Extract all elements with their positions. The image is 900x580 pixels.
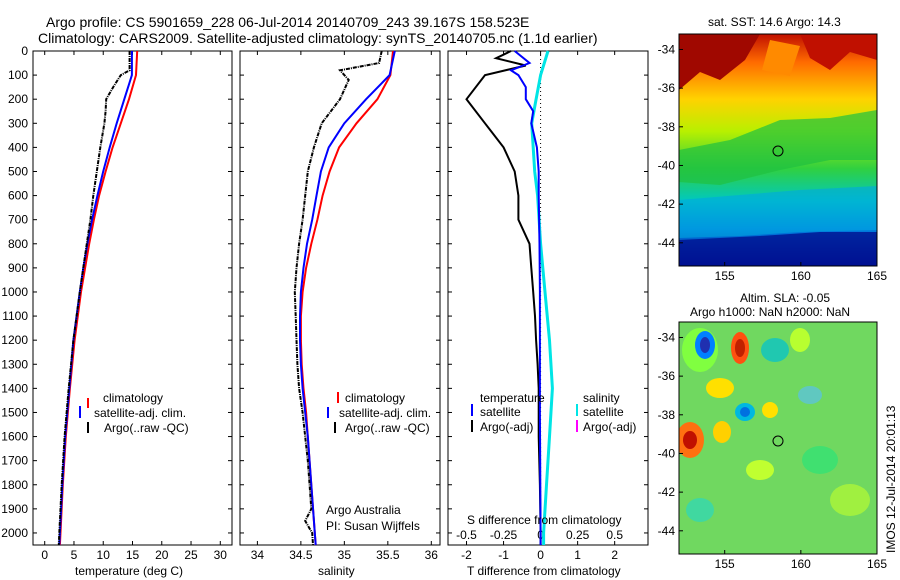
salinity-xlabel: salinity: [318, 564, 355, 578]
x-tick-label: -2: [461, 548, 472, 562]
map-x-tick-label: 160: [791, 557, 811, 571]
legend-argo: Argo(..raw -QC): [104, 421, 189, 435]
s-axis-label: S difference from climatology: [467, 513, 622, 527]
map-x-tick-label: 155: [715, 557, 735, 571]
y-tick-label: 600: [8, 189, 28, 203]
x-tick-label: 1: [574, 548, 581, 562]
y-tick-label: 1200: [1, 333, 28, 347]
salinity-satellite-line: [299, 50, 396, 546]
map-y-tick-label: -38: [658, 408, 676, 422]
y-tick-label: 1900: [1, 502, 28, 516]
timestamp-stamp: IMOS 12-Jul-2014 20:01:13: [884, 405, 898, 553]
y-tick-label: 0: [21, 44, 28, 58]
x-tick-label: 34.5: [289, 548, 313, 562]
difference-xlabel: T difference from climatology: [467, 564, 621, 578]
map-y-tick-label: -36: [658, 369, 676, 383]
x-tick-label: 15: [126, 548, 140, 562]
temperature-legend: climatology satellite-adj. clim. Argo(..…: [79, 391, 189, 435]
map-y-tick-label: -34: [658, 330, 676, 344]
salinity-axes: [239, 50, 441, 546]
salinity-legend: climatology satellite-adj. clim. Argo(..…: [326, 391, 431, 533]
x-tick-label: 10: [97, 548, 111, 562]
legend-argo: Argo(..raw -QC): [345, 421, 430, 435]
credit-line-1: Argo Australia: [326, 503, 401, 517]
y-tick-label: 1100: [2, 309, 28, 323]
legend-salinity-heading: salinity: [583, 391, 620, 405]
y-tick-label: 1400: [1, 381, 28, 395]
x-tick-label: 0: [537, 548, 544, 562]
sst-argo-marker: [772, 145, 784, 157]
sla-argo-marker: [772, 435, 784, 447]
x-tick-label: 20: [155, 548, 169, 562]
sla-map-title-2: Argo h1000: NaN h2000: NaN: [690, 305, 850, 319]
temperature-diff-satellite-line: [508, 50, 542, 545]
y-tick-label: 2000: [1, 526, 28, 540]
x-tick-label: -1: [498, 548, 509, 562]
y-tick-label: 1600: [1, 430, 28, 444]
legend-s-satellite: satellite: [583, 405, 624, 419]
legend-climatology: climatology: [103, 391, 163, 405]
x-tick-label: 35.5: [376, 548, 400, 562]
y-tick-label: 1500: [1, 405, 28, 419]
x-tick-label: 30: [214, 548, 228, 562]
salinity-argo-line: [293, 50, 383, 546]
y-tick-label: 1300: [1, 357, 28, 371]
x-tick-label: 34: [251, 548, 265, 562]
title-line-1: Argo profile: CS 5901659_228 06-Jul-2014…: [46, 14, 529, 30]
map-y-tick-label: -40: [658, 158, 676, 172]
map-x-tick-label: 165: [867, 557, 887, 571]
y-tick-label: 500: [8, 164, 28, 178]
y-tick-label: 300: [8, 116, 28, 130]
y-tick-label: 100: [8, 68, 28, 82]
map-y-tick-label: -38: [658, 120, 676, 134]
legend-temperature-heading: temperature: [480, 391, 545, 405]
y-tick-label: 1800: [1, 478, 28, 492]
sst-map: sat. SST: 14.6 Argo: 14.3: [678, 15, 878, 267]
map-y-tick-label: -34: [658, 42, 676, 56]
map-y-tick-label: -44: [658, 524, 676, 538]
title-line-2: Climatology: CARS2009. Satellite-adjuste…: [38, 30, 598, 46]
credit-line-2: PI: Susan Wijffels: [326, 519, 420, 533]
temperature-diff-argo-line: [465, 50, 542, 545]
y-tick-label: 400: [8, 140, 28, 154]
legend-satellite: satellite-adj. clim.: [339, 406, 431, 420]
y-tick-label: 900: [8, 261, 28, 275]
map-y-tick-label: -42: [658, 485, 676, 499]
y-tick-label: 200: [8, 92, 28, 106]
s-tick-label: -0.5: [456, 528, 477, 542]
temperature-axes: [32, 50, 233, 546]
temperature-xlabel: temperature (deg C): [75, 564, 183, 578]
legend-climatology: climatology: [345, 391, 405, 405]
legend-t-argo: Argo(-adj): [480, 420, 533, 434]
s-tick-label: -0.25: [490, 528, 518, 542]
map-y-tick-label: -44: [658, 236, 676, 250]
difference-legend: temperature satellite Argo(-adj) salinit…: [467, 391, 636, 527]
s-tick-label: 0.25: [566, 528, 590, 542]
legend-s-argo: Argo(-adj): [583, 420, 636, 434]
y-tick-label: 1000: [1, 285, 28, 299]
map-x-tick-label: 160: [791, 269, 811, 283]
x-tick-label: 25: [184, 548, 198, 562]
x-tick-label: 0: [41, 548, 48, 562]
map-y-tick-label: -42: [658, 197, 676, 211]
s-tick-label: 0.5: [606, 528, 623, 542]
y-tick-label: 1700: [1, 454, 28, 468]
legend-t-satellite: satellite: [480, 405, 521, 419]
sla-map: Altim. SLA: -0.05 Argo h1000: NaN h2000:…: [678, 291, 878, 555]
legend-satellite: satellite-adj. clim.: [94, 406, 186, 420]
map-x-tick-label: 155: [715, 269, 735, 283]
map-x-tick-label: 165: [867, 269, 887, 283]
y-tick-label: 800: [8, 237, 28, 251]
x-tick-label: 35: [338, 548, 352, 562]
x-tick-label: 2: [611, 548, 618, 562]
sst-map-title: sat. SST: 14.6 Argo: 14.3: [708, 15, 841, 29]
x-tick-label: 36: [425, 548, 439, 562]
temperature-argo-line: [57, 51, 131, 546]
sla-map-title-1: Altim. SLA: -0.05: [740, 291, 830, 305]
y-tick-label: 700: [8, 213, 28, 227]
x-tick-label: 5: [71, 548, 78, 562]
map-y-tick-label: -40: [658, 446, 676, 460]
map-y-tick-label: -36: [658, 81, 676, 95]
